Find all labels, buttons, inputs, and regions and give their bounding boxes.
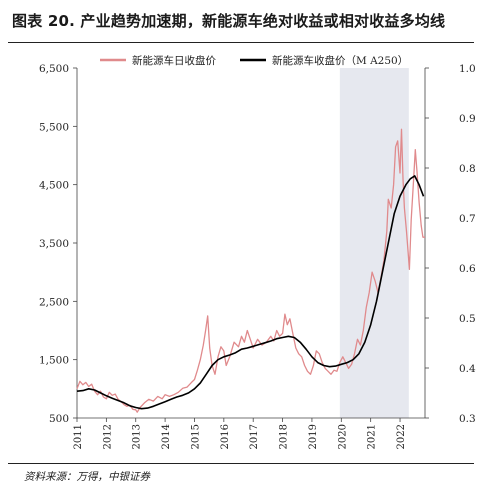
source-note: 资料来源：万得，中银证券 [24, 471, 150, 483]
right-tick-label: 0.8 [459, 163, 476, 175]
x-tick-label: 2016 [220, 424, 231, 449]
right-tick-label: 0.3 [459, 413, 476, 425]
x-tick-label: 2022 [396, 424, 407, 449]
left-tick-label: 4,500 [39, 180, 69, 192]
x-tick-label: 2021 [367, 424, 378, 449]
legend: 新能源车日收盘价 新能源车收盘价（M A250） [100, 54, 408, 67]
shaded-band [339, 68, 409, 418]
left-tick-label: 2,500 [39, 296, 69, 308]
x-tick-label: 2012 [102, 424, 113, 449]
x-tick-label: 2017 [249, 424, 260, 449]
legend-label-daily: 新能源车日收盘价 [132, 54, 216, 67]
left-tick-label: 500 [49, 413, 69, 425]
source-rule [8, 463, 474, 464]
right-tick-label: 1.0 [459, 63, 476, 75]
x-tick-label: 2014 [161, 424, 172, 449]
series-lines [76, 128, 425, 413]
x-tick-label: 2018 [279, 424, 290, 449]
right-tick-label: 0.5 [459, 313, 476, 325]
left-tick-label: 5,500 [39, 121, 69, 133]
x-tick-label: 2015 [190, 424, 201, 449]
left-tick-label: 3,500 [39, 238, 69, 250]
right-tick-label: 0.7 [459, 213, 476, 225]
right-tick-label: 0.6 [459, 263, 476, 275]
right-tick-label: 0.4 [459, 363, 476, 375]
left-tick-label: 6,500 [39, 63, 69, 75]
series-line-daily-close [76, 128, 425, 413]
legend-label-ma250: 新能源车收盘价（M A250） [272, 54, 408, 67]
x-tick-label: 2011 [73, 424, 84, 449]
figure-title: 图表 20. 产业趋势加速期，新能源车绝对收益或相对收益多均线 [12, 12, 446, 30]
x-tick-label: 2020 [337, 424, 348, 449]
axes: 500 1,500 2,500 3,500 4,500 5,500 6,500 0.3 0.4 0… [39, 63, 476, 449]
x-tick-label: 2019 [308, 424, 319, 449]
left-tick-label: 1,500 [39, 355, 69, 367]
right-tick-label: 0.9 [459, 113, 476, 125]
chart-svg: 500 1,500 2,500 3,500 4,500 5,500 6,500 0.3 0.4 0… [39, 54, 476, 449]
series-line-ma250 [76, 175, 425, 410]
title-rule [8, 42, 474, 43]
x-tick-label: 2013 [132, 424, 143, 449]
